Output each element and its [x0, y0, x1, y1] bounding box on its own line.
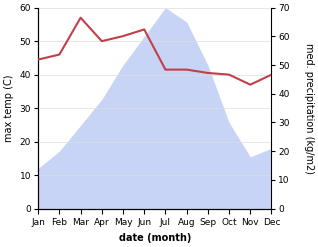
Y-axis label: max temp (C): max temp (C)	[4, 74, 14, 142]
X-axis label: date (month): date (month)	[119, 233, 191, 243]
Y-axis label: med. precipitation (kg/m2): med. precipitation (kg/m2)	[304, 43, 314, 174]
